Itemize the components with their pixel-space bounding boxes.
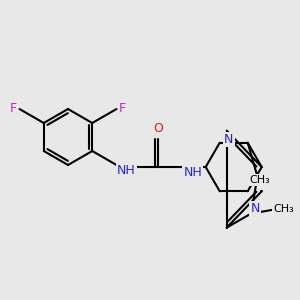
Text: CH₃: CH₃ [249, 175, 270, 185]
Text: NH: NH [117, 164, 136, 176]
Text: N: N [224, 133, 233, 146]
Text: F: F [10, 101, 17, 115]
Text: N: N [250, 202, 260, 215]
Text: CH₃: CH₃ [273, 204, 294, 214]
Text: N: N [259, 176, 268, 189]
Text: F: F [119, 101, 126, 115]
Text: O: O [154, 122, 164, 136]
Text: NH: NH [183, 166, 202, 178]
